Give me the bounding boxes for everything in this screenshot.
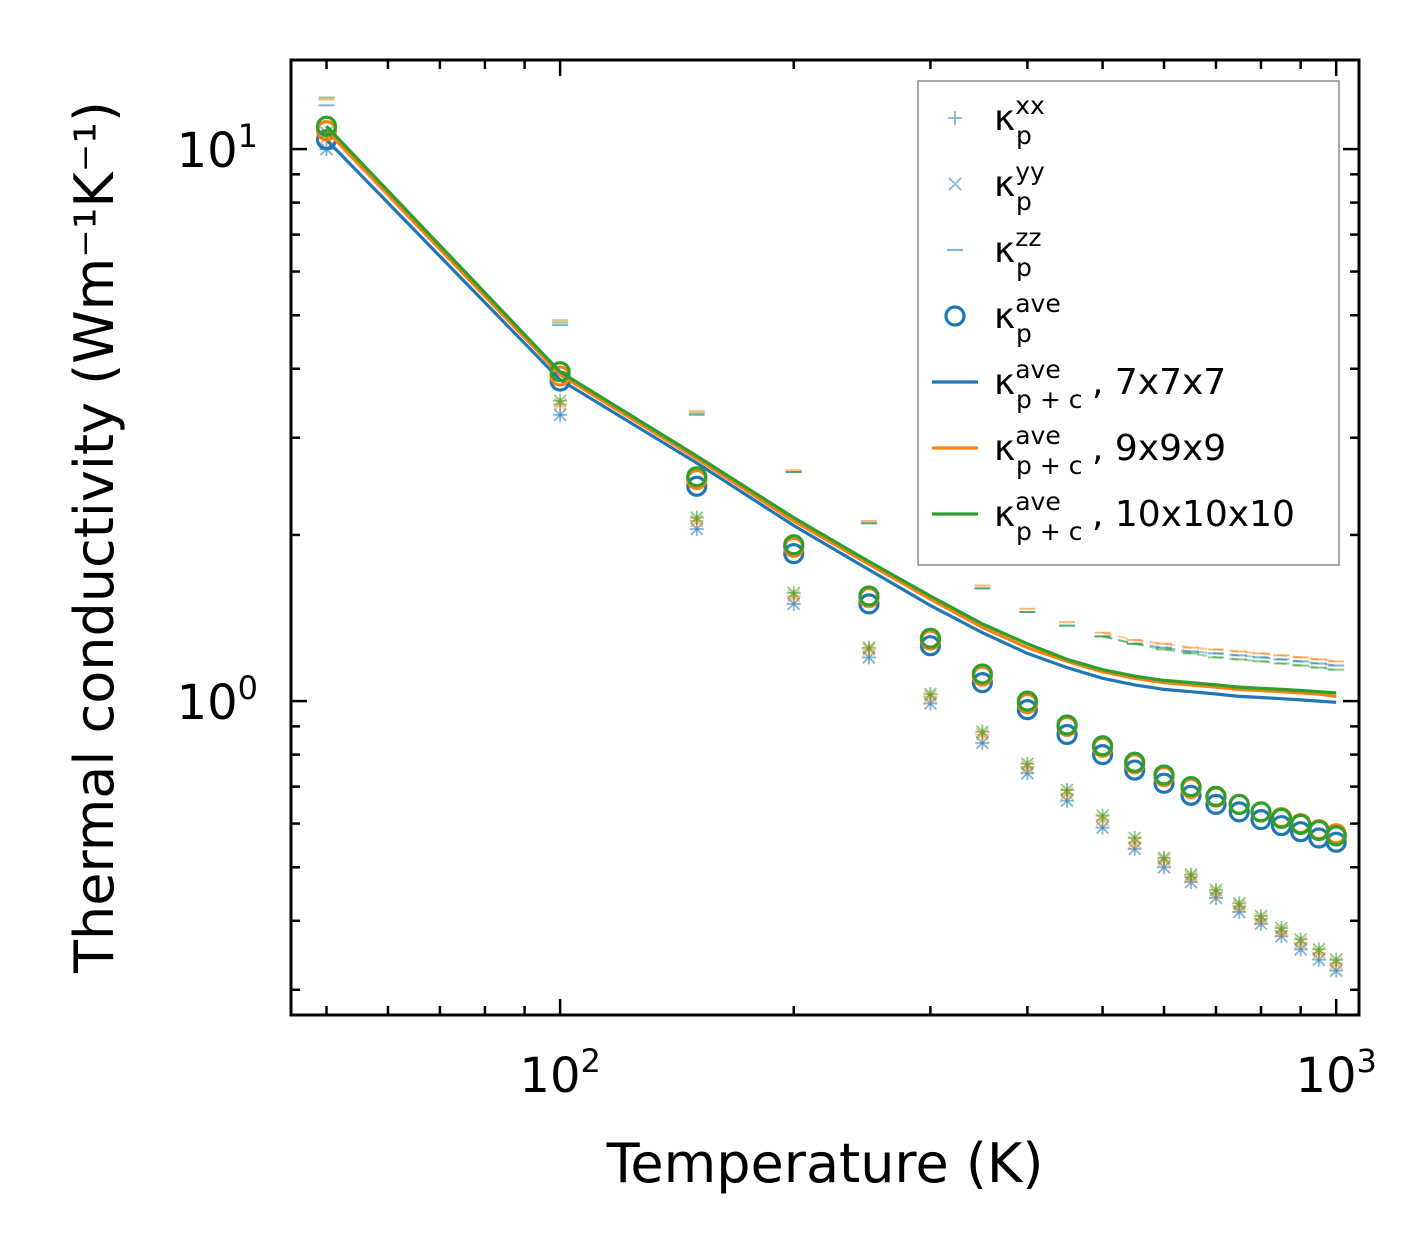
point-kave-10x10x10: [1228, 793, 1250, 815]
legend-label: κzz p: [994, 223, 1041, 282]
legend-swatch-cross: [948, 177, 962, 191]
point-kave-10x10x10: [1270, 807, 1293, 830]
point-kave-10x10x10: [783, 534, 805, 556]
point-kave-10x10x10: [1250, 801, 1272, 823]
legend-label: κave p + c, 9x9x9: [994, 421, 1226, 480]
point-kyy-10x10x10: [1095, 809, 1110, 823]
point-kyy-10x10x10: [1274, 921, 1289, 935]
series-10x10x10: [315, 96, 1347, 967]
plot-frame: [289, 58, 1361, 1017]
point-kave-7x7x7: [858, 593, 880, 615]
y-tick-label: 101: [177, 117, 258, 179]
legend-swatch-circle: [944, 305, 966, 327]
kpc-line-7x7x7: [325, 138, 1337, 704]
point-kave-7x7x7: [1180, 784, 1202, 806]
point-kyy-10x10x10: [1157, 851, 1171, 865]
point-kave-10x10x10: [1290, 813, 1312, 835]
point-kave-10x10x10: [1056, 714, 1078, 736]
point-kave-10x10x10: [549, 361, 571, 383]
x-axis-label: Temperature (K): [606, 1132, 1044, 1195]
kzz-trend-10x10x10: [1102, 635, 1337, 671]
point-kyy-10x10x10: [923, 687, 938, 701]
point-kave-7x7x7: [1016, 699, 1038, 721]
point-kyy-10x10x10: [787, 586, 801, 600]
point-kave-10x10x10: [1124, 751, 1146, 773]
point-kave-10x10x10: [919, 627, 942, 649]
point-kyy-10x10x10: [862, 640, 876, 655]
point-kave-10x10x10: [858, 585, 880, 607]
legend-entry: κzz p: [947, 223, 1041, 282]
point-kyy-10x10x10: [553, 394, 567, 408]
point-kave-7x7x7: [971, 672, 993, 694]
kpc-line-10x10x10: [325, 125, 1337, 695]
point-kave-7x7x7: [919, 635, 942, 657]
point-kyy-10x10x10: [1060, 783, 1074, 797]
y-tick-label: 100: [177, 669, 258, 731]
point-kyy-10x10x10: [1312, 942, 1326, 957]
point-kyy-10x10x10: [1232, 896, 1246, 911]
point-kyy-10x10x10: [1020, 757, 1035, 771]
point-kave-10x10x10: [971, 663, 993, 685]
point-kave-7x7x7: [1250, 809, 1272, 831]
kpc-line-9x9x9: [325, 129, 1337, 698]
legend-label: κave p: [994, 289, 1061, 348]
point-kave-7x7x7: [783, 543, 805, 565]
legend-box: [917, 80, 1340, 566]
point-kyy-10x10x10: [975, 725, 989, 739]
point-kave-7x7x7: [1205, 793, 1227, 815]
point-kyy-10x10x10: [1254, 909, 1268, 923]
point-kave-10x10x10: [686, 466, 708, 488]
legend-swatch-plus: [948, 111, 962, 125]
legend-entry: κave p: [944, 289, 1061, 348]
legend-label: κyy p: [994, 157, 1045, 216]
point-kave-10x10x10: [1091, 735, 1114, 757]
point-kave-10x10x10: [1153, 764, 1175, 786]
legend-label: κave p + c, 7x7x7: [994, 355, 1226, 414]
series-layer: [315, 96, 1347, 978]
legend-entry: κave p + c, 10x10x10: [932, 487, 1295, 546]
x-tick-label: 102: [519, 1042, 600, 1104]
legend-entry: κave p + c, 7x7x7: [932, 355, 1226, 414]
kzz-trend-7x7x7: [1102, 635, 1337, 667]
legend-entry: κyy p: [948, 157, 1045, 216]
point-kave-7x7x7: [1228, 801, 1250, 823]
legend-label: κxx p: [994, 91, 1045, 150]
legend-label: κave p + c, 10x10x10: [994, 487, 1295, 546]
kzz-trend-9x9x9: [1102, 631, 1337, 663]
point-kave-7x7x7: [1153, 772, 1175, 794]
point-kave-7x7x7: [1124, 759, 1146, 781]
point-kave-10x10x10: [1016, 690, 1038, 712]
legend-entry: κxx p: [948, 91, 1045, 150]
point-kave-7x7x7: [1056, 723, 1078, 746]
point-kyy-10x10x10: [690, 510, 704, 525]
point-kave-10x10x10: [1205, 785, 1227, 807]
point-kave-7x7x7: [1325, 831, 1347, 853]
point-kave-7x7x7: [1091, 743, 1114, 766]
point-kyy-10x10x10: [1209, 883, 1223, 897]
x-tick-label: 103: [1295, 1042, 1376, 1104]
point-kave-10x10x10: [1325, 825, 1347, 847]
point-kyy-10x10x10: [1128, 831, 1142, 845]
tick-layer: 102 103 100 101: [177, 60, 1377, 1104]
y-axis-label: Thermal conductivity (Wm⁻¹K⁻¹): [63, 101, 126, 974]
point-kave-10x10x10: [315, 115, 338, 137]
legend: κxx p κyy p κzz p κave p κave p + c, 7x7x7 κave p +…: [917, 80, 1340, 566]
point-kyy-10x10x10: [1184, 867, 1198, 882]
point-kyy-10x10x10: [1294, 932, 1308, 947]
point-kave-10x10x10: [1180, 776, 1202, 798]
legend-entry: κave p + c, 9x9x9: [932, 421, 1226, 480]
point-kyy-7x7x7: [553, 408, 567, 422]
point-kyy-10x10x10: [1329, 953, 1343, 967]
point-kave-7x7x7: [686, 475, 708, 497]
